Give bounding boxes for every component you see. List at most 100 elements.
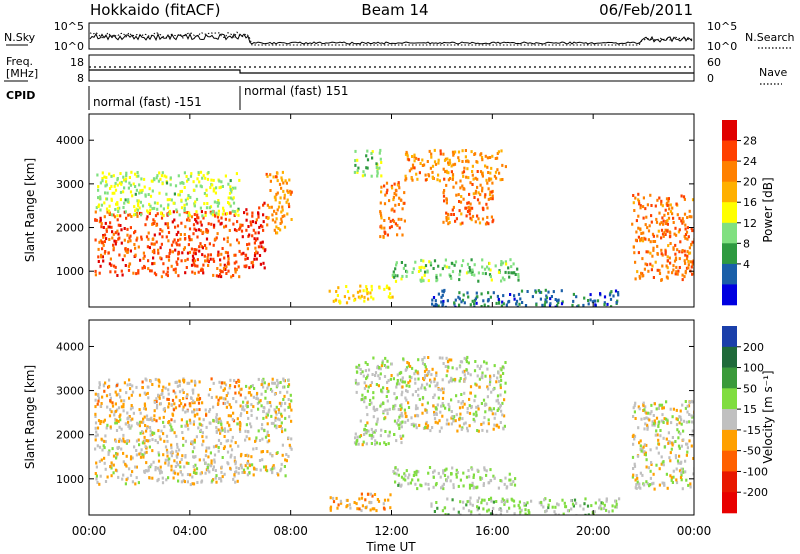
- power-scatter-cell: [379, 211, 382, 215]
- velocity-scatter-cell: [483, 403, 487, 407]
- velocity-scatter-cell: [260, 392, 263, 396]
- power-scatter-cell: [474, 189, 478, 193]
- power-scatter-cell: [513, 297, 516, 301]
- power-scatter-cell: [196, 258, 199, 262]
- power-scatter-cell: [437, 158, 440, 162]
- power-scatter-cell: [685, 266, 689, 270]
- velocity-scatter-cell: [421, 361, 425, 365]
- velocity-scatter-cell: [129, 387, 132, 391]
- power-scatter-cell: [678, 228, 681, 232]
- power-scatter-cell: [135, 207, 138, 211]
- power-scatter-cell: [195, 219, 198, 223]
- power-scatter-cell: [280, 176, 283, 180]
- velocity-scatter-cell: [544, 497, 547, 501]
- power-scatter-cell: [467, 205, 470, 209]
- velocity-scatter-cell: [94, 426, 97, 430]
- power-scatter-cell: [147, 259, 150, 263]
- velocity-scatter-cell: [499, 383, 502, 387]
- velocity-scatter-cell: [426, 424, 430, 428]
- velocity-scatter-cell: [387, 365, 390, 369]
- power-scatter-cell: [489, 275, 492, 279]
- velocity-scatter-cell: [383, 441, 386, 445]
- velocity-scatter-cell: [593, 510, 596, 514]
- velocity-scatter-cell: [514, 477, 517, 481]
- velocity-scatter-cell: [232, 477, 235, 481]
- power-scatter-cell: [526, 290, 529, 293]
- velocity-scatter-cell: [369, 398, 372, 402]
- velocity-scatter-cell: [266, 430, 269, 434]
- velocity-scatter-cell: [198, 408, 201, 412]
- power-scatter-cell: [153, 220, 156, 224]
- power-scatter-cell: [255, 250, 258, 254]
- velocity-scatter-cell: [632, 406, 635, 410]
- power-scatter-cell: [145, 217, 148, 221]
- power-scatter-cell: [110, 174, 113, 178]
- power-scatter-cell: [487, 171, 490, 174]
- power-scatter-cell: [491, 194, 494, 198]
- velocity-scatter-cell: [415, 426, 418, 430]
- power-scatter-cell: [520, 289, 524, 293]
- power-scatter-cell: [201, 268, 204, 272]
- velocity-scatter-cell: [637, 405, 640, 409]
- power-scatter-cell: [445, 216, 448, 219]
- velocity-scatter-cell: [235, 380, 238, 384]
- power-scatter-cell: [421, 164, 424, 167]
- velocity-scatter-cell: [473, 369, 477, 373]
- power-scatter-cell: [127, 186, 130, 190]
- velocity-scatter-cell: [211, 479, 214, 483]
- power-scatter-cell: [276, 208, 279, 212]
- power-colorbar-swatch: [722, 161, 737, 182]
- power-scatter-cell: [116, 218, 119, 222]
- velocity-scatter-cell: [280, 467, 283, 471]
- power-scatter-cell: [513, 271, 516, 275]
- power-scatter-cell: [135, 174, 138, 178]
- power-scatter-cell: [108, 212, 111, 215]
- power-scatter-cell: [234, 253, 237, 257]
- velocity-scatter-cell: [469, 391, 472, 395]
- power-scatter-cell: [365, 154, 368, 158]
- power-scatter-cell: [467, 160, 470, 164]
- power-scatter-cell: [134, 192, 137, 196]
- power-scatter-cell: [139, 200, 142, 204]
- velocity-scatter-cell: [287, 398, 290, 401]
- velocity-scatter-cell: [665, 437, 668, 441]
- power-scatter-cell: [211, 213, 214, 217]
- velocity-scatter-cell: [400, 371, 403, 375]
- velocity-scatter-cell: [463, 373, 466, 377]
- power-scatter-cell: [133, 213, 136, 217]
- velocity-scatter-cell: [399, 408, 402, 412]
- power-scatter-cell: [632, 245, 635, 249]
- velocity-scatter-cell: [212, 445, 216, 449]
- power-scatter-cell: [272, 175, 275, 179]
- power-scatter-cell: [227, 260, 230, 264]
- velocity-scatter-cell: [687, 483, 690, 487]
- velocity-scatter-cell: [467, 361, 470, 365]
- power-scatter-cell: [266, 203, 269, 207]
- power-scatter-cell: [472, 177, 475, 181]
- power-scatter-cell: [378, 166, 381, 170]
- power-scatter-cell: [103, 215, 106, 219]
- velocity-scatter-cell: [191, 410, 194, 414]
- velocity-scatter-cell: [463, 356, 466, 360]
- velocity-scatter-cell: [485, 403, 488, 407]
- power-scatter-cell: [353, 298, 356, 302]
- power-scatter-cell: [219, 185, 222, 189]
- power-scatter-cell: [262, 213, 265, 217]
- velocity-scatter-cell: [485, 473, 488, 477]
- power-scatter-cell: [187, 216, 190, 219]
- power-scatter-cell: [632, 201, 635, 205]
- velocity-scatter-cell: [366, 389, 369, 393]
- velocity-scatter-cell: [510, 497, 513, 501]
- power-scatter-cell: [481, 265, 484, 269]
- velocity-scatter-cell: [186, 473, 190, 476]
- velocity-scatter-cell: [94, 438, 97, 442]
- velocity-panel-frame: [88, 319, 695, 516]
- velocity-scatter-cell: [192, 465, 195, 468]
- velocity-scatter-cell: [436, 383, 439, 387]
- velocity-scatter-cell: [441, 484, 444, 488]
- power-scatter-cell: [157, 248, 160, 252]
- power-scatter-cell: [560, 289, 563, 293]
- velocity-scatter-cell: [375, 441, 378, 445]
- velocity-scatter-cell: [675, 481, 679, 485]
- power-scatter-cell: [195, 210, 198, 214]
